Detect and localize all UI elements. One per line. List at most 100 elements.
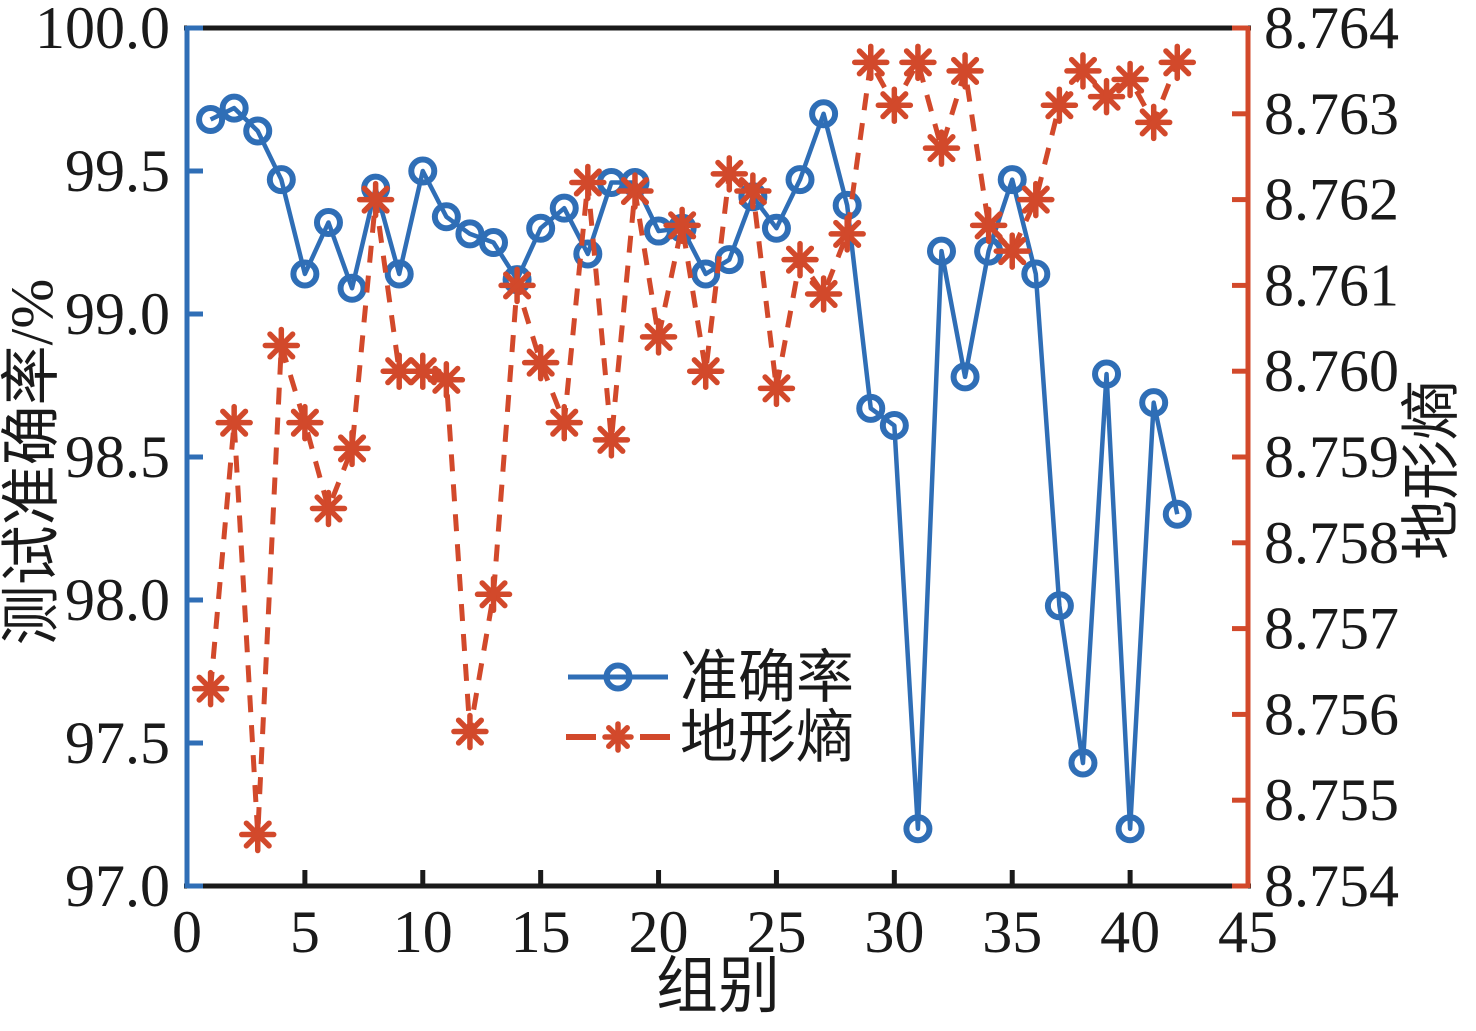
- entropy-point: [262, 326, 301, 365]
- accuracy-point: [1092, 359, 1122, 389]
- entropy-point: [757, 369, 796, 408]
- right-tick-label: 8.754: [1264, 853, 1399, 919]
- axes-group: 97.0 97.5 98.0 98.5 99.0 99.5 100.0 8.754 8.755 8…: [35, 0, 1399, 965]
- accuracy-point: [479, 228, 509, 257]
- accuracy-point: [313, 207, 343, 237]
- accuracy-point: [1044, 591, 1074, 621]
- entropy-point: [1087, 77, 1126, 116]
- entropy-point: [663, 206, 701, 245]
- entropy-point: [474, 575, 513, 614]
- series-group: [191, 43, 1197, 854]
- accuracy-point: [1162, 499, 1192, 529]
- entropy-point: [498, 266, 536, 305]
- accuracy-point: [785, 165, 815, 195]
- accuracy-point: [1139, 388, 1169, 418]
- entropy-point: [1040, 86, 1079, 124]
- right-tick-label: 8.762: [1264, 167, 1399, 233]
- accuracy-point: [266, 165, 296, 195]
- legend: 准确率 地形熵: [566, 645, 854, 770]
- x-tick-label: 15: [511, 899, 571, 965]
- right-tick-label: 8.761: [1264, 252, 1399, 318]
- entropy-point: [1017, 180, 1055, 219]
- accuracy-point: [903, 814, 933, 844]
- x-tick-label: 20: [629, 899, 689, 965]
- entropy-point: [639, 318, 678, 356]
- entropy-point: [545, 403, 583, 442]
- entropy-point: [1134, 103, 1173, 142]
- left-tick-label: 99.5: [65, 138, 170, 204]
- accuracy-point: [573, 239, 603, 269]
- accuracy-point: [384, 259, 414, 289]
- entropy-point: [592, 421, 631, 459]
- accuracy-point: [290, 259, 320, 289]
- entropy-point: [686, 352, 725, 390]
- accuracy-point: [691, 259, 721, 289]
- x-axis-title: 组别: [656, 953, 780, 1021]
- x-tick-label: 30: [864, 899, 924, 965]
- right-tick-label: 8.757: [1264, 596, 1399, 662]
- accuracy-point: [926, 236, 956, 266]
- right-tick-label: 8.763: [1264, 81, 1399, 147]
- entropy-point: [569, 163, 607, 202]
- left-tick-label: 97.5: [65, 710, 170, 776]
- x-tick-label: 45: [1218, 899, 1278, 965]
- accuracy-point: [856, 393, 886, 423]
- entropy-point: [734, 172, 772, 210]
- entropy-point: [191, 669, 230, 708]
- right-axis-title: 地形熵: [1399, 380, 1465, 560]
- accuracy-point: [526, 213, 556, 243]
- entropy-point: [616, 172, 654, 210]
- x-tick-label: 25: [746, 899, 806, 965]
- accuracy-point: [549, 193, 579, 223]
- accuracy-point: [337, 273, 367, 303]
- right-tick-label: 8.758: [1264, 510, 1399, 576]
- entropy-point: [710, 155, 749, 193]
- x-tick-label: 10: [393, 899, 453, 965]
- entropy-point: [969, 206, 1008, 245]
- accuracy-point: [1021, 259, 1051, 289]
- x-tick-label: 0: [172, 899, 202, 965]
- accuracy-point: [455, 219, 485, 249]
- accuracy-point: [196, 105, 226, 135]
- entropy-point: [309, 489, 348, 528]
- legend-entropy-asterisk-icon: [602, 721, 634, 753]
- left-tick-label: 97.0: [65, 853, 170, 919]
- entropy-point: [922, 129, 961, 167]
- right-tick-label: 8.756: [1264, 681, 1399, 747]
- entropy-point: [333, 429, 371, 468]
- entropy-point: [804, 275, 843, 313]
- accuracy-point: [1115, 814, 1145, 844]
- x-tick-label: 5: [290, 899, 320, 965]
- entropy-point: [427, 361, 466, 399]
- legend-accuracy-circle-icon: [603, 662, 633, 692]
- series-entropy: [191, 43, 1197, 854]
- left-tick-label: 99.0: [65, 281, 170, 347]
- entropy-point: [852, 43, 890, 82]
- accuracy-point: [809, 99, 839, 129]
- entropy-point: [451, 712, 489, 751]
- accuracy-point: [431, 202, 461, 232]
- entropy-point: [356, 180, 395, 219]
- right-tick-label: 8.759: [1264, 424, 1399, 490]
- entropy-point: [899, 43, 937, 82]
- right-tick-label: 8.760: [1264, 338, 1399, 404]
- entropy-point: [1158, 43, 1197, 82]
- entropy-point: [993, 232, 1031, 270]
- entropy-point: [238, 815, 277, 854]
- accuracy-point: [950, 362, 980, 392]
- legend-marker-samples: [566, 662, 670, 753]
- accuracy-point: [408, 156, 438, 186]
- accuracy-point: [243, 116, 273, 146]
- entropy-point: [781, 240, 819, 279]
- left-axis-title: 测试准确率/%: [0, 279, 65, 646]
- left-tick-label: 100.0: [35, 0, 170, 61]
- entropy-point: [946, 52, 984, 90]
- accuracy-point: [219, 93, 249, 123]
- entropy-point: [521, 343, 560, 382]
- legend-label-accuracy: 准确率: [680, 645, 854, 710]
- entropy-point: [875, 86, 914, 124]
- left-tick-label: 98.5: [65, 424, 170, 490]
- accuracy-point: [761, 213, 791, 243]
